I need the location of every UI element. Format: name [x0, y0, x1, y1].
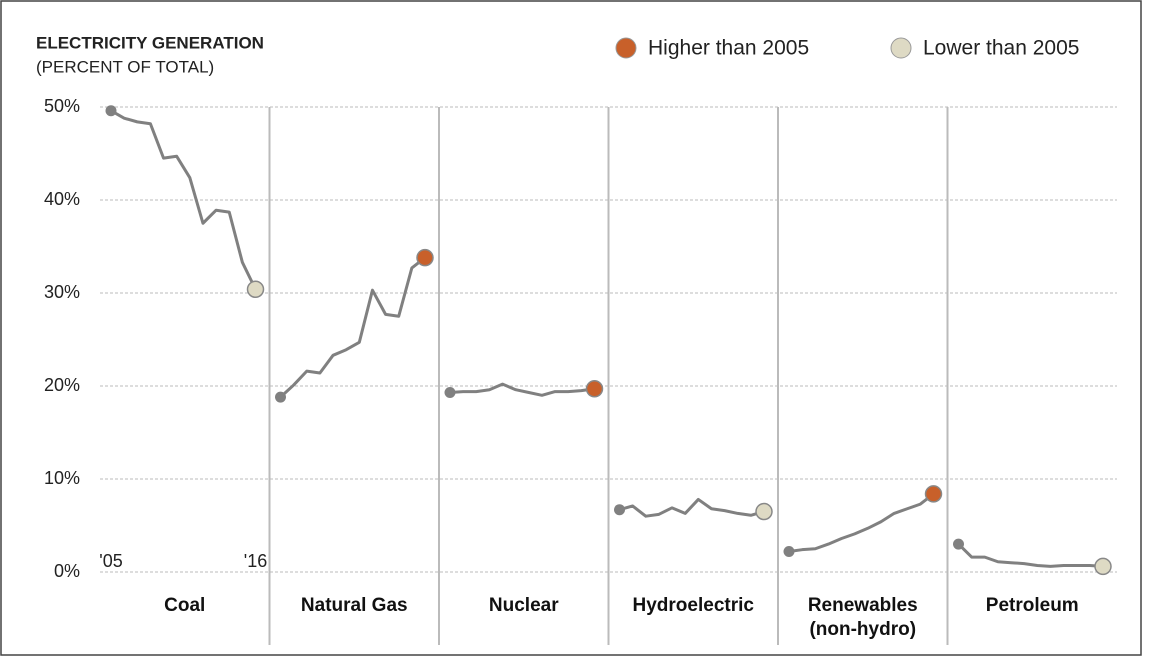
chart-subtitle: (PERCENT OF TOTAL) [36, 57, 214, 76]
panel-label: Natural Gas [300, 595, 408, 616]
x-tick-label: '05 [99, 551, 122, 571]
panel-label: Hydroelectric [632, 595, 754, 616]
panel-label: Petroleum [985, 595, 1079, 616]
series-line [110, 109, 257, 290]
y-tick-label: 30% [44, 282, 80, 302]
y-tick-label: 10% [44, 468, 80, 488]
series-line [619, 497, 765, 518]
end-marker [1094, 557, 1112, 576]
panel-label: Renewables (non-hydro) [807, 595, 918, 640]
legend-marker [615, 37, 637, 59]
end-marker [585, 380, 604, 398]
start-marker [783, 546, 795, 558]
panel-label: Nuclear [488, 595, 559, 616]
end-marker [755, 502, 773, 521]
start-marker [953, 538, 964, 550]
series-line [788, 492, 935, 554]
series-line [957, 543, 1104, 568]
legend-marker [890, 37, 912, 59]
y-tick-label: 0% [54, 561, 80, 581]
y-tick-label: 40% [44, 189, 80, 209]
panel-label: Coal [164, 595, 206, 616]
series-line [449, 382, 595, 397]
start-marker [275, 391, 286, 403]
end-marker [416, 248, 434, 267]
legend-label: Lower than 2005 [923, 37, 1079, 60]
end-marker [246, 280, 265, 299]
start-marker [614, 504, 625, 516]
y-tick-label: 50% [44, 96, 80, 116]
series-line [279, 256, 426, 399]
y-tick-label: 20% [44, 375, 80, 395]
start-marker [105, 105, 117, 117]
start-marker [444, 387, 456, 399]
legend-label: Higher than 2005 [648, 37, 809, 60]
x-tick-label: '16 [244, 551, 267, 571]
end-marker [924, 485, 943, 503]
chart-title: ELECTRICITY GENERATION [36, 33, 264, 52]
